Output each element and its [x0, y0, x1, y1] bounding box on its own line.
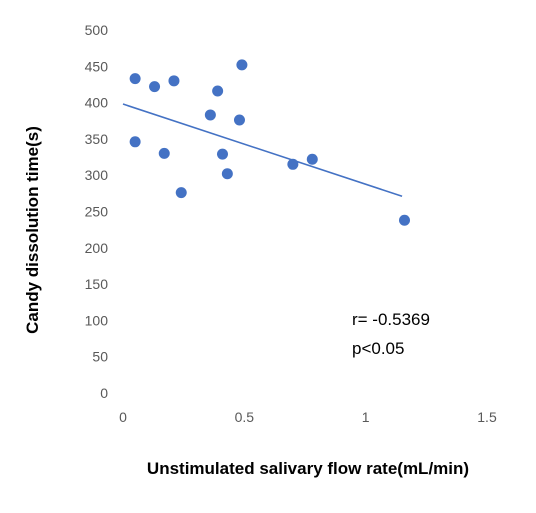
x-tick-label: 1.5 [477, 409, 497, 425]
y-tick-labels: 0 50 100 150 200 250 300 350 400 450 500 [85, 22, 109, 401]
data-point [221, 168, 233, 180]
data-point [158, 147, 170, 159]
data-point [175, 187, 187, 199]
y-tick-label: 200 [85, 240, 109, 256]
data-point [398, 214, 410, 226]
y-tick-label: 50 [92, 349, 108, 365]
data-point [212, 85, 224, 97]
data-point [129, 136, 141, 148]
y-tick-label: 100 [85, 312, 109, 328]
x-axis-title: Unstimulated salivary flow rate(mL/min) [147, 459, 469, 478]
y-tick-label: 450 [85, 58, 109, 74]
data-point [306, 153, 318, 165]
data-point [216, 148, 228, 160]
data-points [129, 59, 410, 226]
y-tick-label: 350 [85, 131, 109, 147]
correlation-annotation: r= -0.5369 [352, 310, 430, 329]
x-tick-labels: 0 0.5 1 1.5 [119, 409, 497, 425]
data-point [233, 114, 245, 126]
data-point [168, 75, 180, 87]
trendline-group [122, 103, 403, 198]
y-tick-label: 150 [85, 276, 109, 292]
y-tick-label: 400 [85, 95, 109, 111]
trendline [122, 103, 403, 198]
y-tick-label: 500 [85, 22, 109, 38]
data-point [287, 158, 299, 170]
y-tick-label: 250 [85, 204, 109, 220]
y-tick-label: 0 [100, 385, 108, 401]
x-tick-label: 0 [119, 409, 127, 425]
p-value-annotation: p<0.05 [352, 339, 404, 358]
data-point [204, 109, 216, 121]
y-tick-label: 300 [85, 167, 109, 183]
y-axis-title: Candy dissolution time(s) [23, 126, 42, 334]
data-point [129, 73, 141, 85]
data-point [149, 81, 161, 93]
x-tick-label: 1 [362, 409, 370, 425]
data-point [236, 59, 248, 71]
x-tick-label: 0.5 [235, 409, 255, 425]
